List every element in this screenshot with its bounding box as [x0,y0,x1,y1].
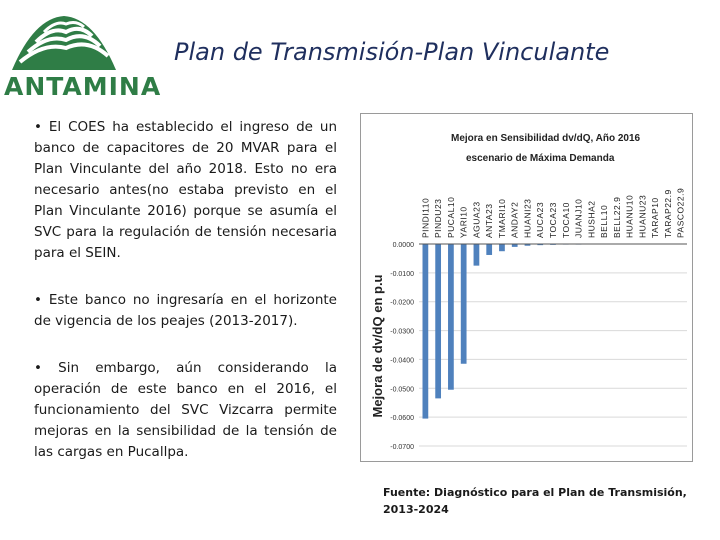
x-tick-label: YARI10 [459,206,469,238]
x-tick-label: HUANU10 [625,195,635,238]
y-tick-label: -0.0700 [390,444,414,451]
y-tick-label: 0.0000 [393,242,415,249]
y-tick-label: -0.0300 [390,329,414,336]
x-tick-label: JUANJ10 [574,199,584,238]
x-tick-label: HUANU23 [637,195,647,238]
bullet-item: • Este banco no ingresaría en el horizon… [34,292,337,329]
bullet-item: • Sin embargo, aún considerando la opera… [34,360,337,460]
x-tick-label: PINDU23 [433,199,443,238]
x-tick-label: PASCO22.9 [676,188,686,238]
bar-auca23 [537,244,544,246]
source-note: Fuente: Diagnóstico para el Plan de Tran… [383,486,687,516]
bar-yari10 [460,244,467,364]
x-tick-label: BELL22.9 [612,197,622,238]
x-tick-label: HUANI23 [522,199,532,238]
x-tick-label: PINDI110 [420,198,430,238]
y-tick-label: -0.0400 [390,357,414,364]
bar-pucal10 [448,244,454,390]
y-tick-label: -0.0100 [390,271,414,278]
x-tick-label: ANTA23 [484,204,494,239]
chart-title: Mejora en Sensibilidad dv/dQ, Año 2016 [451,133,641,144]
x-tick-label: TOCA23 [548,202,558,238]
x-tick-label: TOCA10 [561,202,571,238]
y-tick-label: -0.0500 [390,386,414,393]
x-tick-label: TMARI10 [497,199,507,238]
x-tick-label: HUSHA2 [586,201,596,238]
bar-tmari10 [499,244,505,252]
x-tick-label: AUCA23 [535,202,545,238]
chart-frame: Mejora en Sensibilidad dv/dQ, Año 2016 e… [360,113,693,462]
antamina-logo: ANTAMINA [4,12,162,104]
sensitivity-bar-chart: Mejora en Sensibilidad dv/dQ, Año 2016 e… [370,133,687,451]
x-tick-label: ANDAY2 [510,202,520,238]
bar-agua23 [473,244,480,266]
x-tick-label: TARAP22.9 [663,189,673,238]
bar-huani23 [524,244,531,246]
page-title: Plan de Transmisión-Plan Vinculante [174,38,610,66]
y-tick-label: -0.0600 [390,415,414,422]
logo-mountain-icon [12,16,116,70]
x-tick-label: BELL10 [599,205,609,238]
y-axis-label: Mejora de dv/dQ en p.u [370,274,385,417]
logo-text: ANTAMINA [4,72,162,101]
bullet-list: • El COES ha establecido el ingreso de u… [34,117,337,489]
bullet-item: • El COES ha establecido el ingreso de u… [34,119,337,261]
x-tick-label: PUCAL10 [446,197,456,238]
bar-pindi110 [422,244,429,419]
y-tick-label: -0.0200 [390,300,414,307]
x-tick-label: TARAP10 [650,197,660,238]
bar-anta23 [486,244,493,255]
bar-anday2 [511,244,518,247]
bar-pindu23 [435,244,442,399]
x-tick-label: AGUA23 [471,201,481,238]
chart-subtitle: escenario de Máxima Demanda [466,153,615,164]
